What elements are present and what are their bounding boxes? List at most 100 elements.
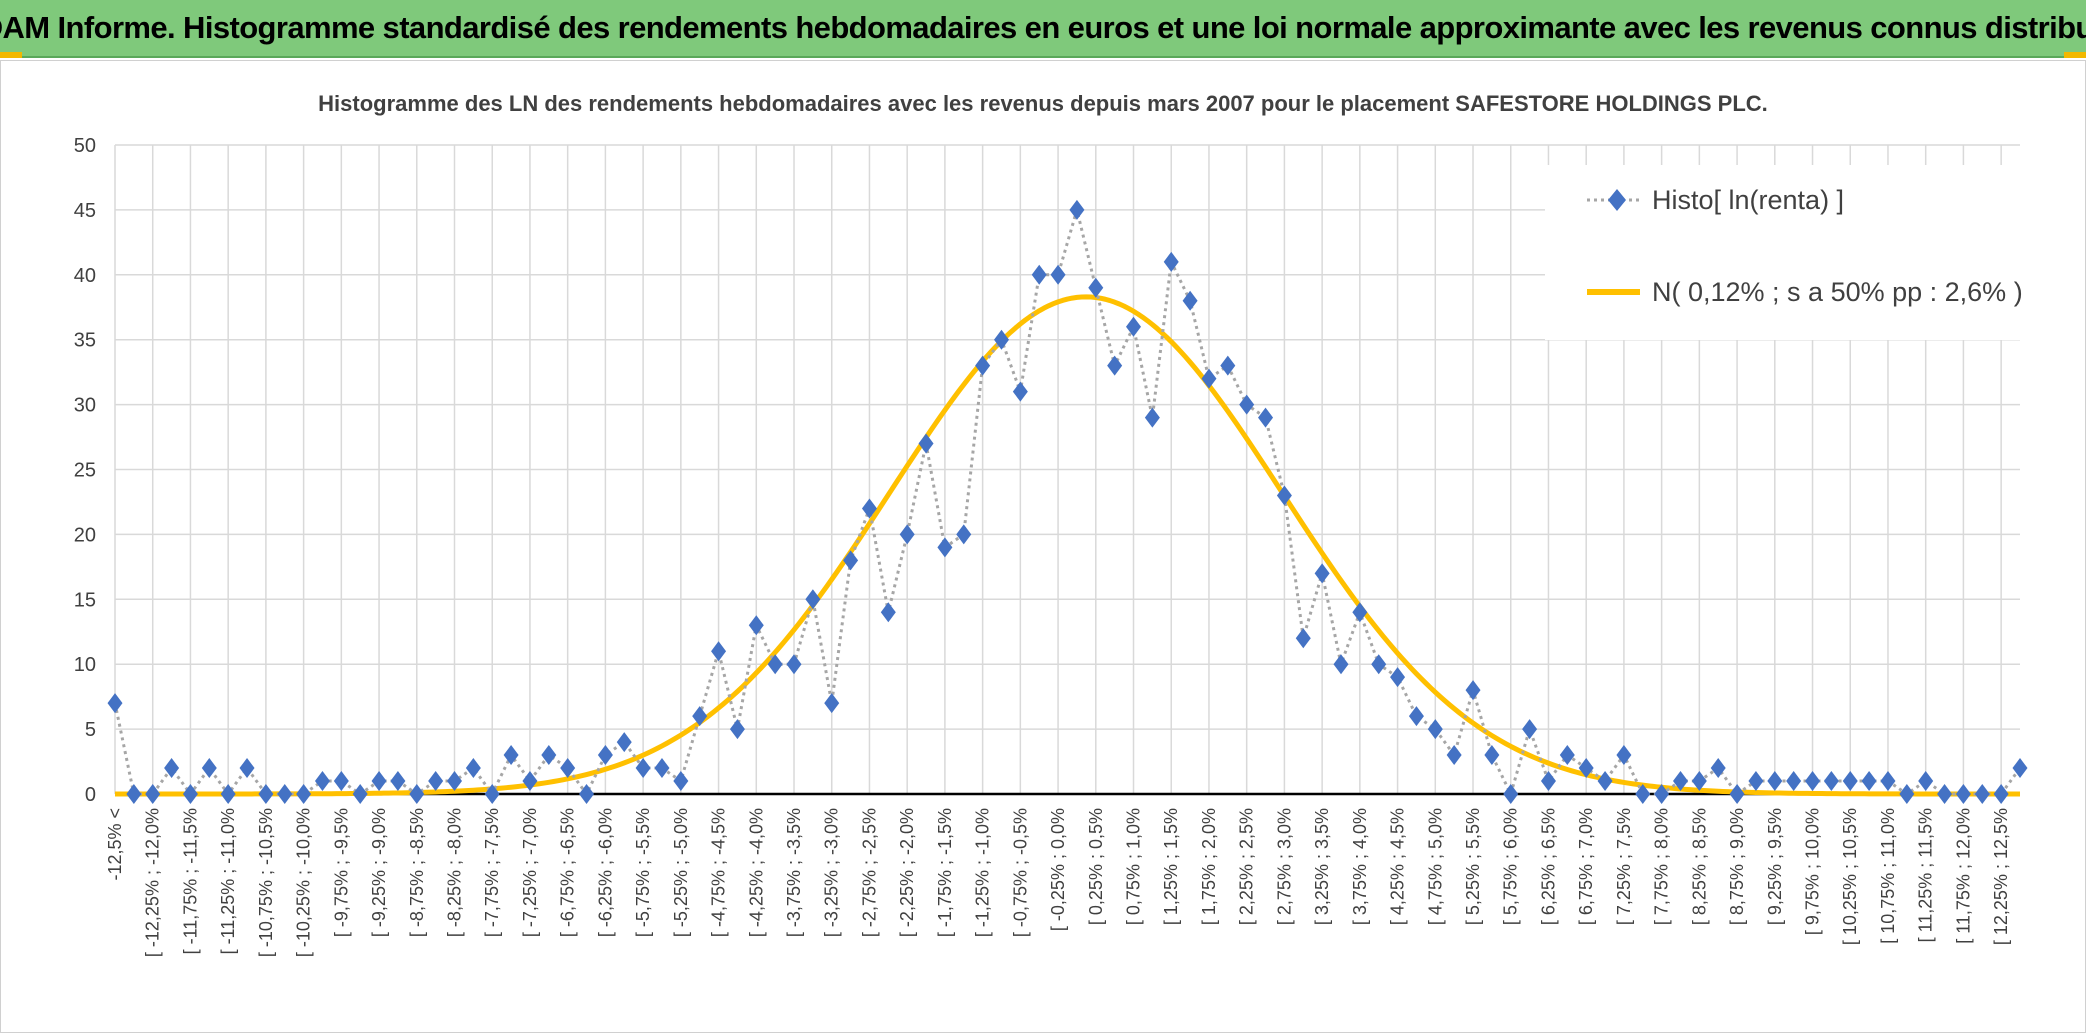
histo-point <box>1239 394 1255 415</box>
histo-point <box>390 771 406 792</box>
histo-point <box>1616 745 1632 766</box>
histo-point <box>296 784 312 804</box>
y-tick-label: 5 <box>85 719 96 741</box>
histo-point <box>1654 784 1670 804</box>
x-tick-label: [ -4,75% ; -4,5% <box>709 808 729 937</box>
histo-point <box>1823 771 1839 792</box>
histo-point <box>522 771 538 792</box>
histo-point <box>654 758 670 779</box>
histo-point <box>692 706 708 727</box>
histo-point <box>1333 654 1349 675</box>
histo-point <box>428 771 444 792</box>
x-tick-label: [ 6,25% ; 6,5% <box>1538 808 1558 925</box>
x-tick-label: [ -12,25% ; -12,0% <box>143 808 163 957</box>
report-title: ADAM Informe. Histogramme standardisé de… <box>0 10 2086 45</box>
x-tick-label: [ -1,75% ; -1,5% <box>935 808 955 937</box>
x-tick-label: [ 2,75% ; 3,0% <box>1274 808 1294 925</box>
x-tick-label: [ 2,25% ; 2,5% <box>1237 808 1257 925</box>
x-tick-label: [ 8,75% ; 9,0% <box>1727 808 1747 925</box>
histo-point <box>1107 355 1123 376</box>
histo-point <box>1031 264 1047 285</box>
histo-point <box>1729 784 1745 804</box>
y-tick-label: 15 <box>74 589 96 611</box>
normal-curve-line <box>115 294 2020 797</box>
histo-point <box>503 745 519 766</box>
histo-point <box>635 758 651 779</box>
x-tick-label: [ 3,25% ; 3,5% <box>1312 808 1332 925</box>
histo-point <box>1088 277 1104 298</box>
histo-point <box>1899 784 1915 804</box>
histo-point <box>1805 771 1821 792</box>
x-tick-label: [ -7,25% ; -7,0% <box>520 808 540 937</box>
histo-point <box>1069 199 1085 220</box>
y-tick-label: 30 <box>74 395 96 417</box>
x-tick-label: [ 4,75% ; 5,0% <box>1425 808 1445 925</box>
histo-point <box>1220 355 1236 376</box>
histo-point <box>447 771 463 792</box>
x-tick-label: [ -8,25% ; -8,0% <box>445 808 465 937</box>
histo-point <box>333 771 349 792</box>
histo-point <box>2012 758 2028 779</box>
histo-point <box>1182 290 1198 311</box>
chart-grid <box>114 144 2020 794</box>
histo-point <box>899 524 915 545</box>
x-tick-label: [ -6,25% ; -6,0% <box>595 808 615 937</box>
x-tick-label: [ 11,75% ; 12,0% <box>1953 808 1973 944</box>
histogram-series-layer <box>107 199 2028 804</box>
histo-point <box>579 784 595 804</box>
histo-point <box>1672 771 1688 792</box>
histo-point <box>880 602 896 623</box>
histo-point <box>1842 771 1858 792</box>
histo-point <box>1314 563 1330 584</box>
x-tick-label: [ 10,75% ; 11,0% <box>1878 808 1898 944</box>
histo-point <box>1295 628 1311 649</box>
histo-point <box>277 784 293 804</box>
histo-point <box>1861 771 1877 792</box>
histo-point <box>748 615 764 636</box>
x-tick-label: [ -3,75% ; -3,5% <box>784 808 804 937</box>
x-tick-label: [ 8,25% ; 8,5% <box>1689 808 1709 925</box>
legend-histo-label: Histo[ ln(renta) ] <box>1652 185 1844 215</box>
histo-point <box>937 537 953 558</box>
histo-point <box>1408 706 1424 727</box>
x-tick-label: [ -9,25% ; -9,0% <box>369 808 389 937</box>
histo-point <box>1748 771 1764 792</box>
histo-point <box>1258 407 1274 428</box>
histo-point <box>1446 745 1462 766</box>
histo-point <box>1012 381 1028 402</box>
x-tick-label: [ 7,25% ; 7,5% <box>1614 808 1634 925</box>
histo-point <box>1163 251 1179 272</box>
histo-point <box>107 693 123 714</box>
chart-title: Histogramme des LN des rendements hebdom… <box>318 91 1768 116</box>
corner-accent-right <box>2064 52 2086 58</box>
histo-point <box>1710 758 1726 779</box>
histo-point <box>1050 264 1066 285</box>
x-tick-label: [ -4,25% ; -4,0% <box>746 808 766 937</box>
histo-point <box>824 693 840 714</box>
histo-point <box>541 745 557 766</box>
histo-point <box>201 758 217 779</box>
histo-point <box>1503 784 1519 804</box>
y-tick-label: 40 <box>74 265 96 287</box>
histo-point <box>1484 745 1500 766</box>
histo-point <box>1371 654 1387 675</box>
x-tick-label: [ 7,75% ; 8,0% <box>1652 808 1672 925</box>
y-tick-label: 25 <box>74 460 96 482</box>
histo-point <box>1201 368 1217 389</box>
histo-point <box>1767 771 1783 792</box>
legend-background <box>1545 165 2020 340</box>
histo-point <box>1390 667 1406 688</box>
histo-point <box>1465 680 1481 701</box>
legend-normal-label: N( 0,12% ; s a 50% pp : 2,6% ) <box>1652 277 2023 307</box>
histo-point <box>164 758 180 779</box>
y-tick-label: 45 <box>74 200 96 222</box>
histo-point <box>1974 784 1990 804</box>
histo-point <box>465 758 481 779</box>
histo-point <box>126 784 142 804</box>
x-tick-label: [ 0,25% ; 0,5% <box>1086 808 1106 925</box>
histo-point <box>805 589 821 610</box>
x-tick-label: [ 11,25% ; 11,5% <box>1916 808 1936 942</box>
histo-point <box>1559 745 1575 766</box>
x-tick-label: [ 0,75% ; 1,0% <box>1124 808 1144 925</box>
histo-point <box>956 524 972 545</box>
